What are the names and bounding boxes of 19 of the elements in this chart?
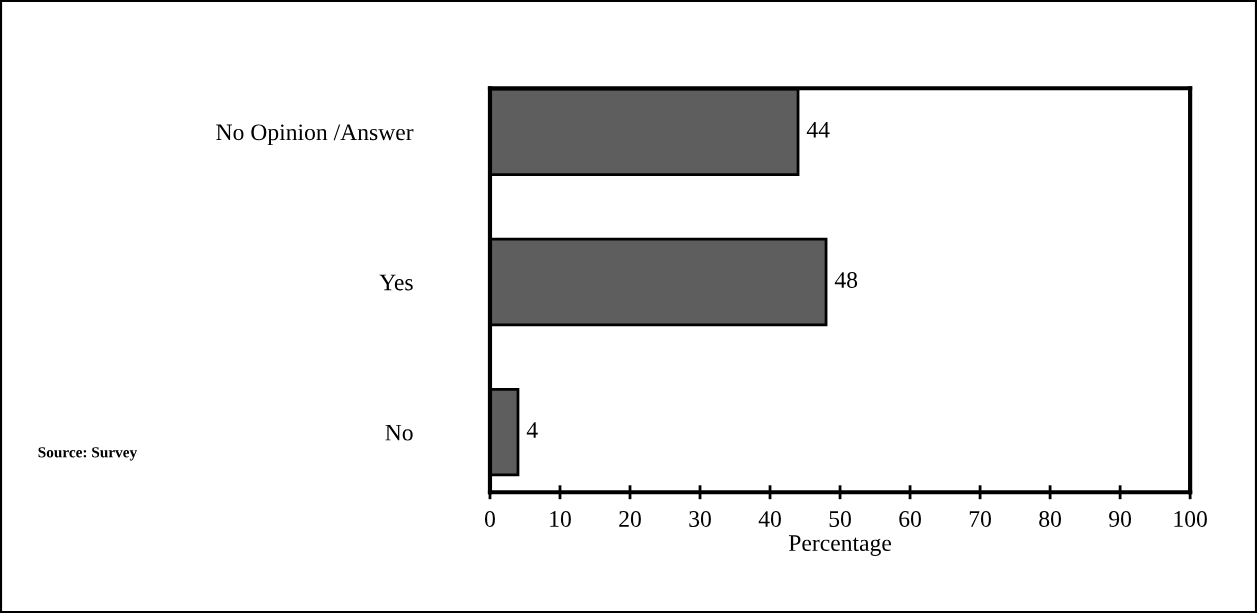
x-axis-title: Percentage <box>788 535 892 556</box>
y-tick-label: No Opinion /Answer <box>216 124 414 146</box>
x-tick-label: 70 <box>969 510 991 527</box>
x-tick-label: 50 <box>829 510 851 527</box>
source-note: Source: Survey <box>38 447 138 461</box>
x-tick-label: 30 <box>689 510 711 527</box>
data-label: 48 <box>834 271 858 288</box>
x-tick-label: 100 <box>1174 510 1207 527</box>
x-tick-label: 10 <box>550 510 571 527</box>
x-tick-label: 0 <box>484 510 495 527</box>
x-tick-label: 40 <box>758 510 781 527</box>
y-tick-label: Yes <box>379 274 413 291</box>
y-tick-label: No <box>385 424 413 441</box>
data-label: 44 <box>806 121 830 138</box>
x-tick-label: 20 <box>619 510 641 527</box>
x-tick-label: 60 <box>899 510 921 527</box>
x-tick-label: 80 <box>1039 510 1061 527</box>
x-tick-label: 90 <box>1109 510 1132 527</box>
data-label: 4 <box>526 422 538 438</box>
